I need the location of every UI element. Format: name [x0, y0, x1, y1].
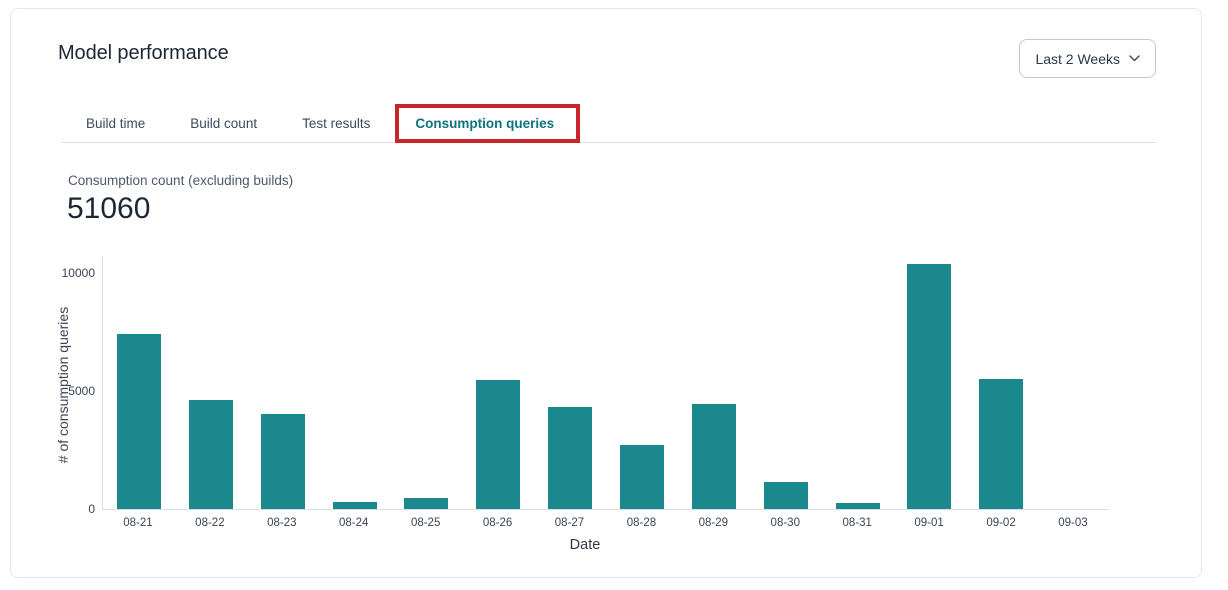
x-tick-label: 08-31 — [842, 517, 872, 529]
chevron-down-icon — [1129, 55, 1140, 62]
x-tick-label: 08-23 — [267, 517, 297, 529]
tab-build-time[interactable]: Build time — [86, 116, 146, 131]
time-range-dropdown[interactable]: Last 2 Weeks — [1019, 39, 1156, 78]
bar-slot — [1037, 256, 1109, 509]
x-tick-label: 08-22 — [195, 517, 225, 529]
bar-08-23[interactable] — [260, 414, 305, 509]
y-tick-label: 10000 — [61, 266, 95, 280]
consumption-queries-chart: 0 5000 10000 — [62, 256, 1109, 516]
tab-consumption-queries[interactable]: Consumption queries — [415, 116, 555, 131]
page-title: Model performance — [58, 42, 229, 64]
bar-08-29[interactable] — [691, 404, 736, 509]
bar-08-27[interactable] — [548, 407, 593, 509]
x-tick-label: 08-25 — [410, 517, 441, 529]
bar-09-01[interactable] — [907, 264, 952, 509]
model-performance-card: Model performance Last 2 Weeks Build tim… — [10, 8, 1202, 578]
bar-slot — [750, 256, 822, 509]
bar-slot — [390, 256, 462, 509]
tab-build-count[interactable]: Build count — [190, 116, 258, 131]
x-tick-label: 08-30 — [770, 517, 800, 529]
tab-test-results[interactable]: Test results — [302, 116, 371, 131]
x-axis-title: Date — [569, 537, 601, 553]
bar-slot — [606, 256, 678, 509]
tabs-divider — [61, 142, 1156, 143]
x-axis-ticks: 08-21 08-22 08-23 08-24 08-25 08-26 08-27 08-28… — [102, 517, 1109, 529]
bar-slot — [534, 256, 606, 509]
bar-08-22[interactable] — [188, 400, 233, 509]
y-tick-label: 5000 — [68, 384, 95, 398]
tabs-bar: Build time Build count Test results Consump… — [86, 105, 554, 142]
bar-slot — [103, 256, 175, 509]
bar-slot — [247, 256, 319, 509]
bar-slot — [319, 256, 391, 509]
x-tick-label: 08-27 — [554, 517, 585, 529]
bar-slot — [175, 256, 247, 509]
y-tick-label: 0 — [88, 502, 95, 516]
x-tick-label: 08-24 — [339, 517, 369, 529]
bar-slot — [965, 256, 1037, 509]
bar-slot — [893, 256, 965, 509]
x-tick-label: 09-03 — [1058, 517, 1088, 529]
y-axis-title: # of consumption queries — [55, 306, 71, 464]
bar-slot — [822, 256, 894, 509]
x-tick-label: 09-01 — [914, 517, 944, 529]
bar-08-30[interactable] — [763, 482, 808, 509]
bar-08-28[interactable] — [619, 445, 664, 509]
metric-label: Consumption count (excluding builds) — [68, 173, 294, 188]
bar-slot — [462, 256, 534, 509]
x-tick-label: 08-28 — [626, 517, 657, 529]
x-tick-label: 09-02 — [986, 517, 1016, 529]
bar-08-31[interactable] — [835, 503, 880, 509]
metric-value: 51060 — [67, 192, 151, 225]
bar-08-26[interactable] — [476, 380, 521, 509]
bar-slot — [678, 256, 750, 509]
x-tick-label: 08-26 — [482, 517, 513, 529]
bar-09-02[interactable] — [979, 379, 1024, 509]
time-range-label: Last 2 Weeks — [1035, 50, 1120, 67]
x-tick-label: 08-29 — [698, 517, 729, 529]
bar-08-24[interactable] — [332, 502, 377, 509]
bar-08-21[interactable] — [116, 334, 161, 509]
chart-bars — [103, 256, 1109, 509]
x-tick-label: 08-21 — [123, 517, 153, 529]
bar-08-25[interactable] — [404, 498, 449, 509]
